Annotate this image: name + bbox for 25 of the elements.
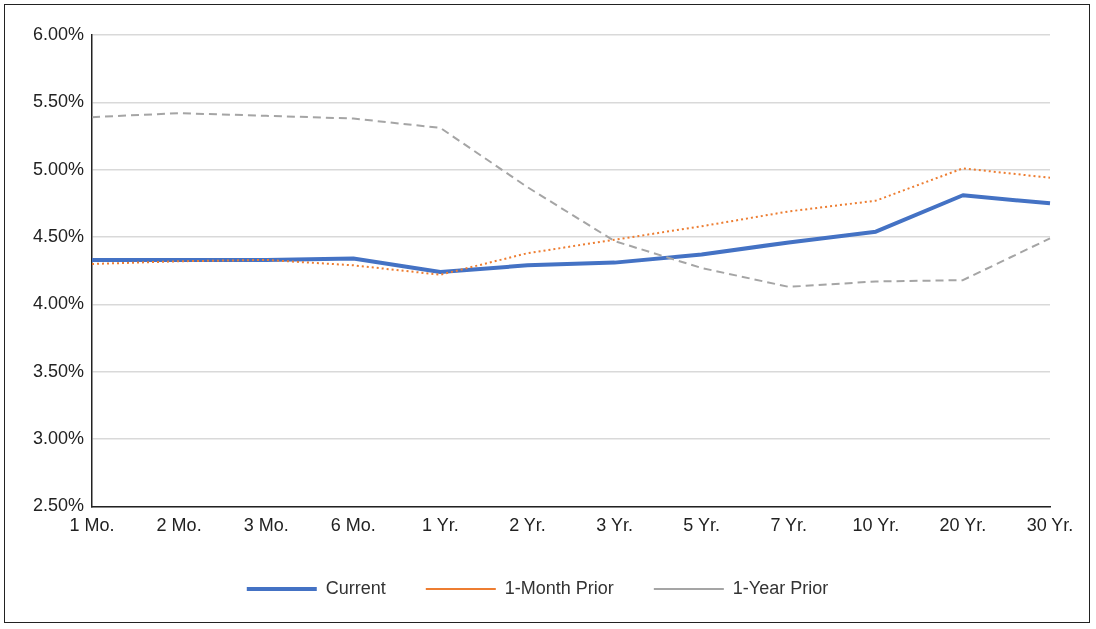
x-tick-label: 30 Yr.	[1026, 515, 1074, 536]
x-tick-label: 2 Yr.	[509, 515, 546, 536]
y-tick-label: 5.50%	[32, 91, 85, 112]
x-tick-label: 10 Yr.	[852, 515, 900, 536]
legend-label: 1-Month Prior	[504, 577, 614, 598]
legend-label: Current	[325, 577, 386, 598]
x-tick-label: 7 Yr.	[770, 515, 808, 536]
y-tick-label: 2.50%	[32, 495, 85, 516]
y-tick-label: 4.50%	[32, 226, 85, 246]
x-tick-label: 1 Yr.	[422, 515, 459, 536]
line-series	[91, 112, 1051, 288]
x-tick-label: 1 Mo.	[69, 515, 115, 536]
x-tick-label: 6 Mo.	[330, 515, 376, 536]
y-tick-label: 5.00%	[32, 158, 85, 179]
y-tick-label: 6.00%	[32, 23, 85, 44]
x-tick-label: 2 Mo.	[156, 515, 202, 536]
y-tick-label: 3.00%	[32, 428, 85, 449]
x-tick-label: 5 Yr.	[683, 515, 720, 536]
y-tick-label: 4.00%	[32, 293, 85, 314]
line-series	[91, 167, 1051, 276]
legend-label: 1-Year Prior	[732, 577, 829, 598]
x-tick-label: 20 Yr.	[939, 515, 987, 536]
x-tick-label: 3 Yr.	[596, 515, 633, 536]
x-tick-label: 3 Mo.	[243, 515, 289, 536]
y-tick-label: 3.50%	[32, 360, 85, 381]
